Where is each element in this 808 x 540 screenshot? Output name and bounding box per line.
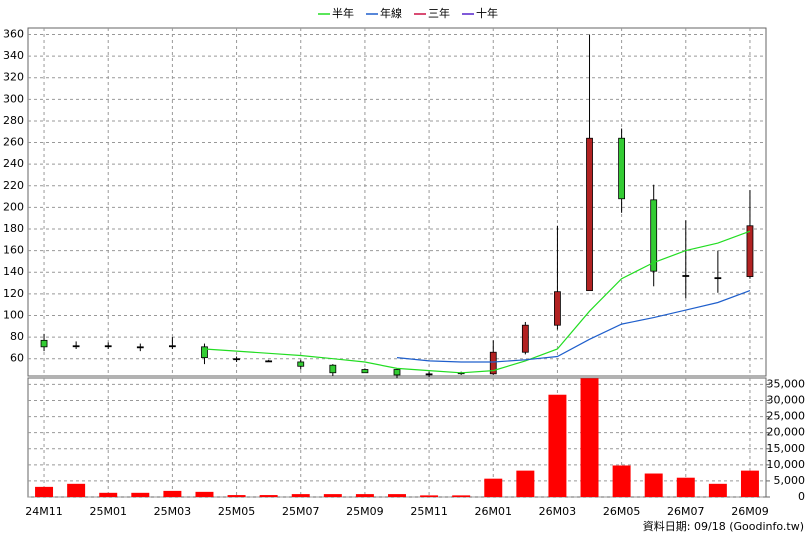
candle-body [393,369,401,376]
volume-bar [35,486,54,497]
candle-body [618,137,626,200]
candle-body [201,346,208,359]
candle-body [104,345,112,348]
legend-label: 十年 [476,6,498,20]
volume-tick-label: 5,000 [774,474,806,487]
y-tick-label: 140 [3,265,24,278]
candle-body [425,373,433,376]
x-tick-label: 25M03 [154,505,192,518]
x-tick-label: 25M05 [218,505,256,518]
volume-bar [291,494,310,497]
y-tick-label: 100 [3,308,24,321]
volume-bar [516,470,535,497]
volume-bar [195,491,214,497]
y-tick-label: 340 [3,49,24,62]
y-tick-label: 200 [3,200,24,213]
volume-tick-label: 15,000 [767,442,806,455]
candle-body [297,361,305,367]
volume-tick-label: 20,000 [767,426,806,439]
volume-bar [99,492,118,497]
volume-bar [323,494,342,497]
x-tick-label: 25M07 [282,505,320,518]
x-tick-label: 26M01 [475,505,513,518]
y-tick-label: 160 [3,244,24,257]
y-tick-label: 280 [3,114,24,127]
candle-body [329,364,337,374]
volume-bar [676,477,695,497]
x-tick-label: 26M03 [539,505,577,518]
volume-bar [420,495,439,497]
x-tick-label: 26M05 [603,505,641,518]
legend-label: 半年 [332,6,354,20]
x-tick-label: 24M11 [25,505,63,518]
candle-body [554,291,561,326]
y-tick-label: 220 [3,179,24,192]
footer: 資料日期: 09/18 (Goodinfo.tw) [643,519,804,533]
candle-body [233,358,240,361]
volume-bar [355,494,374,497]
volume-bar [67,483,86,497]
volume-bar [484,478,503,497]
volume-tick-label: 0 [798,490,805,503]
candle-body [521,324,529,353]
candle-body [714,277,722,280]
x-tick-label: 26M07 [667,505,705,518]
candle-body [168,345,176,348]
candle-body [361,369,369,374]
candle-body [682,275,690,277]
y-tick-label: 320 [3,71,24,84]
volume-bar [259,495,278,497]
volume-bar [708,483,727,497]
volume-tick-label: 10,000 [767,458,806,471]
candle-body [265,360,273,363]
volume-tick-label: 35,000 [767,377,806,390]
candle-body [136,346,144,349]
volume-bar [452,495,471,497]
volume-bar [388,494,406,497]
candle-body [650,199,658,272]
volume-bar [612,465,631,497]
x-tick-label: 26M09 [731,505,769,518]
volume-bar [580,378,599,497]
candle-body [72,345,80,348]
candle-body [489,351,497,375]
volume-bar [227,495,246,497]
legend-label: 年線 [380,6,402,20]
volume-tick-label: 30,000 [767,394,806,407]
candle-body [40,339,48,348]
y-tick-label: 300 [3,92,24,105]
ma-line [204,230,751,374]
y-tick-label: 260 [3,136,24,149]
y-tick-label: 180 [3,222,24,235]
volume-bar [131,492,150,497]
x-tick-label: 25M11 [410,505,448,518]
y-tick-label: 80 [10,330,24,343]
volume-bar [163,490,182,497]
y-tick-label: 120 [3,287,24,300]
volume-bar [644,473,663,497]
volume-tick-label: 25,000 [767,410,806,423]
y-tick-label: 360 [3,27,24,40]
candle-body [586,137,593,292]
volume-bar [548,394,567,497]
ma-line [396,290,751,363]
volume-bar [740,470,759,497]
candle-body [746,225,754,277]
legend-label: 三年 [428,6,450,20]
y-tick-label: 240 [3,157,24,170]
y-tick-label: 60 [10,352,24,365]
x-tick-label: 25M01 [89,505,127,518]
x-tick-label: 25M09 [346,505,384,518]
